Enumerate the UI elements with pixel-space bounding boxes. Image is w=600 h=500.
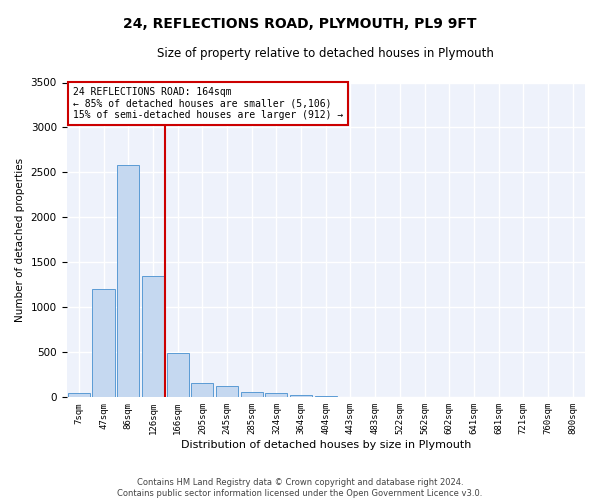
Bar	[290, 394, 312, 398]
Bar	[314, 396, 337, 398]
Bar	[241, 392, 263, 398]
Bar	[68, 393, 90, 398]
Bar	[142, 276, 164, 398]
Bar	[191, 383, 214, 398]
Bar	[92, 290, 115, 398]
Text: Contains HM Land Registry data © Crown copyright and database right 2024.
Contai: Contains HM Land Registry data © Crown c…	[118, 478, 482, 498]
Bar	[216, 386, 238, 398]
Title: Size of property relative to detached houses in Plymouth: Size of property relative to detached ho…	[157, 48, 494, 60]
X-axis label: Distribution of detached houses by size in Plymouth: Distribution of detached houses by size …	[181, 440, 471, 450]
Y-axis label: Number of detached properties: Number of detached properties	[15, 158, 25, 322]
Bar	[167, 354, 189, 398]
Bar	[117, 166, 139, 398]
Text: 24, REFLECTIONS ROAD, PLYMOUTH, PL9 9FT: 24, REFLECTIONS ROAD, PLYMOUTH, PL9 9FT	[123, 18, 477, 32]
Text: 24 REFLECTIONS ROAD: 164sqm
← 85% of detached houses are smaller (5,106)
15% of : 24 REFLECTIONS ROAD: 164sqm ← 85% of det…	[73, 87, 344, 120]
Bar	[265, 394, 287, 398]
